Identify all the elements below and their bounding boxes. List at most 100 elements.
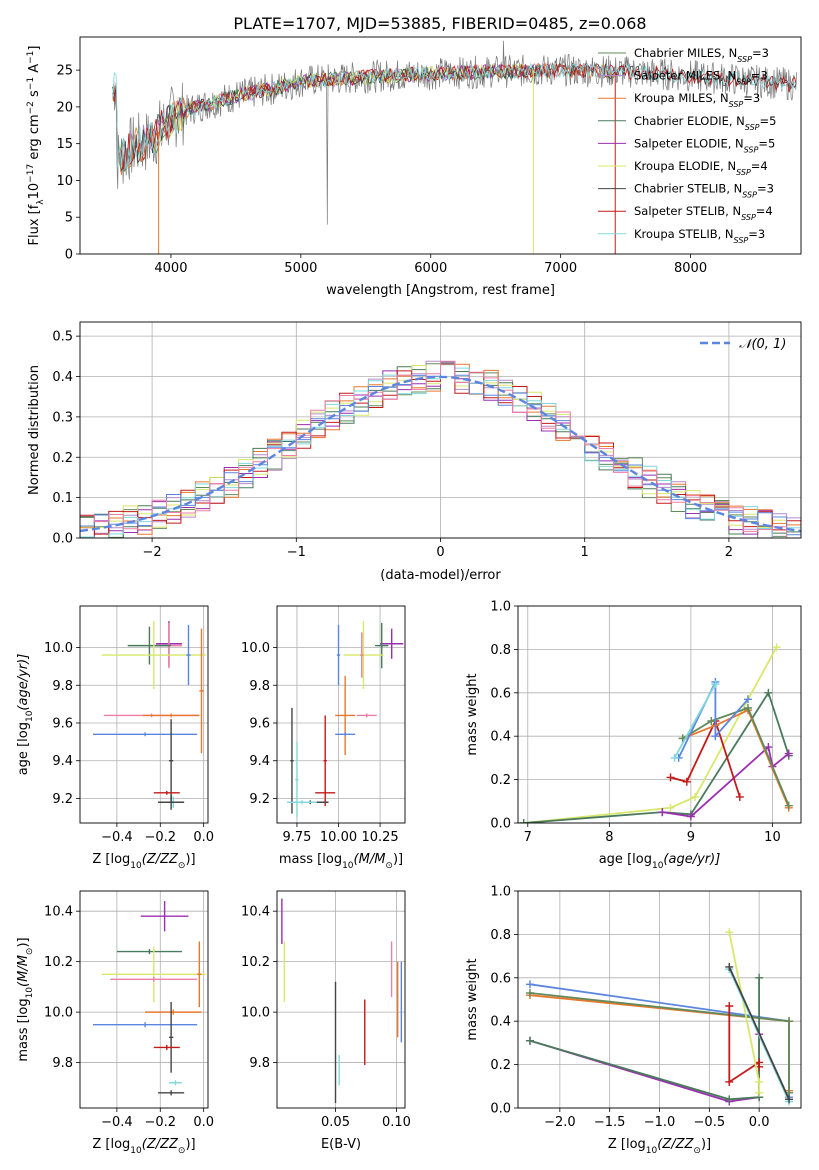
spectrum-title: PLATE=1707, MJD=53885, FIBERID=0485, z=0… — [233, 14, 646, 33]
y-tick-label: 5 — [65, 211, 73, 226]
label-part: Salpeter ELODIE, N — [634, 136, 744, 150]
legend-entry: Kroupa STELIB, NSSP=3 — [634, 227, 765, 245]
label-part: )] — [185, 1137, 195, 1152]
x-tick-label: 0 — [436, 545, 444, 560]
y-tick-label: 1.0 — [490, 600, 511, 615]
axes: 9.75 10.00 10.25 9.2 9.4 9.6 9.8 10.0 mass [log1… — [241, 605, 406, 871]
plot-area — [286, 621, 404, 818]
y-tick-label: 10 — [56, 174, 73, 189]
weight-marker — [725, 1095, 734, 1104]
label-part: SSP — [734, 235, 749, 244]
label-part: =3 — [748, 227, 765, 241]
x-tick-label: 7000 — [544, 261, 577, 276]
label-part: 10 — [646, 1146, 658, 1156]
legend-entry: Chabrier ELODIE, NSSP=5 — [634, 114, 776, 132]
y-tick-label: 9.6 — [249, 716, 270, 731]
label-part: Z — [168, 1137, 179, 1152]
axes: 0.05 0.10 9.8 10.0 10.2 10.4 E(B-V) — [241, 890, 411, 1152]
label-part: s — [27, 90, 42, 101]
grid — [80, 606, 208, 823]
x-tick-label: −1.0 — [644, 1115, 676, 1130]
label-part: 10 — [25, 710, 35, 722]
y-tick-label: 10.0 — [241, 641, 270, 656]
model-spectrum-line — [112, 62, 797, 171]
x-tick-label: −1 — [287, 545, 306, 560]
label-part: SSP — [742, 190, 757, 199]
label-part: erg cm — [27, 114, 42, 163]
label-part: 10 — [652, 861, 664, 871]
y-tick-label: 0.2 — [52, 451, 73, 466]
label-part: −1 — [26, 51, 36, 64]
label-part: Salpeter STELIB, N — [634, 204, 741, 218]
weight-marker — [725, 1002, 734, 1011]
y-tick-label: 10.2 — [241, 955, 270, 970]
label-part: ⊙ — [178, 861, 186, 871]
y-tick-label: 0.8 — [490, 928, 511, 943]
plot-area — [93, 901, 206, 1096]
normal-reference-curve — [80, 375, 801, 533]
label-part: −1 — [26, 77, 36, 90]
weight-series-line — [529, 1034, 760, 1103]
x-tick-label: 9 — [687, 830, 695, 845]
label-part: Z — [168, 852, 179, 867]
legend-entry: Chabrier STELIB, NSSP=3 — [634, 182, 774, 200]
x-axis-label: Z [log10(Z/ZZ⊙)] — [92, 852, 195, 871]
x-tick-label: −0.5 — [694, 1115, 726, 1130]
age-vs-mass-panel: 9.75 10.00 10.25 9.2 9.4 9.6 9.8 10.0 mass [log1… — [241, 605, 406, 871]
y-tick-label: 0.0 — [52, 532, 73, 547]
label-part: 10 — [130, 1146, 142, 1156]
weight-series-line — [670, 718, 741, 798]
axes-frame — [276, 605, 406, 824]
y-tick-label: 0.0 — [490, 1102, 511, 1117]
weight-marker — [690, 792, 699, 801]
plot-area — [281, 898, 403, 1103]
axes: −2.0 −1.5 −1.0 −0.5 0.0 0.0 0.2 0.4 0.6 0.8 1.0 Z [… — [465, 885, 802, 1156]
weight-marker — [785, 1095, 794, 1104]
label-part: (Z/Z — [657, 1137, 685, 1152]
label-part: =4 — [756, 204, 773, 218]
x-axis-label: (data-model)/error — [380, 568, 501, 583]
weight-marker — [743, 695, 752, 704]
weight-series-line — [673, 683, 717, 759]
y-tick-label: 9.8 — [249, 679, 270, 694]
label-part: 10 — [27, 183, 42, 200]
label-part: age [log — [16, 722, 31, 775]
label-part: A — [27, 64, 42, 77]
label-part: =3 — [751, 69, 768, 83]
label-part: ⊙ — [178, 1146, 186, 1156]
label-part: (M/M — [354, 852, 386, 867]
x-tick-label: −1.5 — [594, 1115, 626, 1130]
label-part: ⊙ — [385, 861, 393, 871]
axes: 4000 5000 6000 7000 8000 0 5 10 15 20 25 wavelength… — [26, 36, 802, 298]
x-tick-label: 2 — [725, 545, 733, 560]
y-tick-label: 0.2 — [490, 773, 511, 788]
x-tick-label: 1 — [581, 545, 589, 560]
weight-marker — [525, 988, 534, 997]
label-part: −2 — [26, 101, 36, 114]
y-tick-label: 0.6 — [490, 686, 511, 701]
y-tick-label: 0.4 — [52, 370, 73, 385]
y-tick-label: 9.4 — [52, 754, 73, 769]
legend-entry: Salpeter ELODIE, NSSP=5 — [634, 136, 775, 154]
plot-area — [519, 643, 793, 823]
label-part: Chabrier STELIB, N — [634, 182, 742, 196]
x-tick-label: 5000 — [284, 261, 317, 276]
weight-marker — [711, 680, 720, 689]
plot-area — [112, 40, 797, 254]
y-tick-label: 1.0 — [490, 885, 511, 900]
label-part: (Z/Z — [142, 1137, 170, 1152]
label-part: SSP — [736, 77, 751, 86]
y-tick-label: 15 — [56, 137, 73, 152]
label-part: Z — [684, 1137, 695, 1152]
y-tick-label: 0.8 — [490, 643, 511, 658]
x-axis-label: wavelength [Angstrom, rest frame] — [326, 283, 555, 298]
y-tick-label: 9.6 — [52, 716, 73, 731]
x-tick-label: 10 — [764, 830, 781, 845]
label-part: Salpeter MILES, N — [634, 69, 736, 83]
plot-area — [525, 928, 794, 1106]
y-tick-label: 9.8 — [249, 1056, 270, 1071]
label-part: 10 — [342, 861, 354, 871]
y-tick-label: 9.8 — [52, 679, 73, 694]
weight-series-line — [529, 977, 760, 1101]
